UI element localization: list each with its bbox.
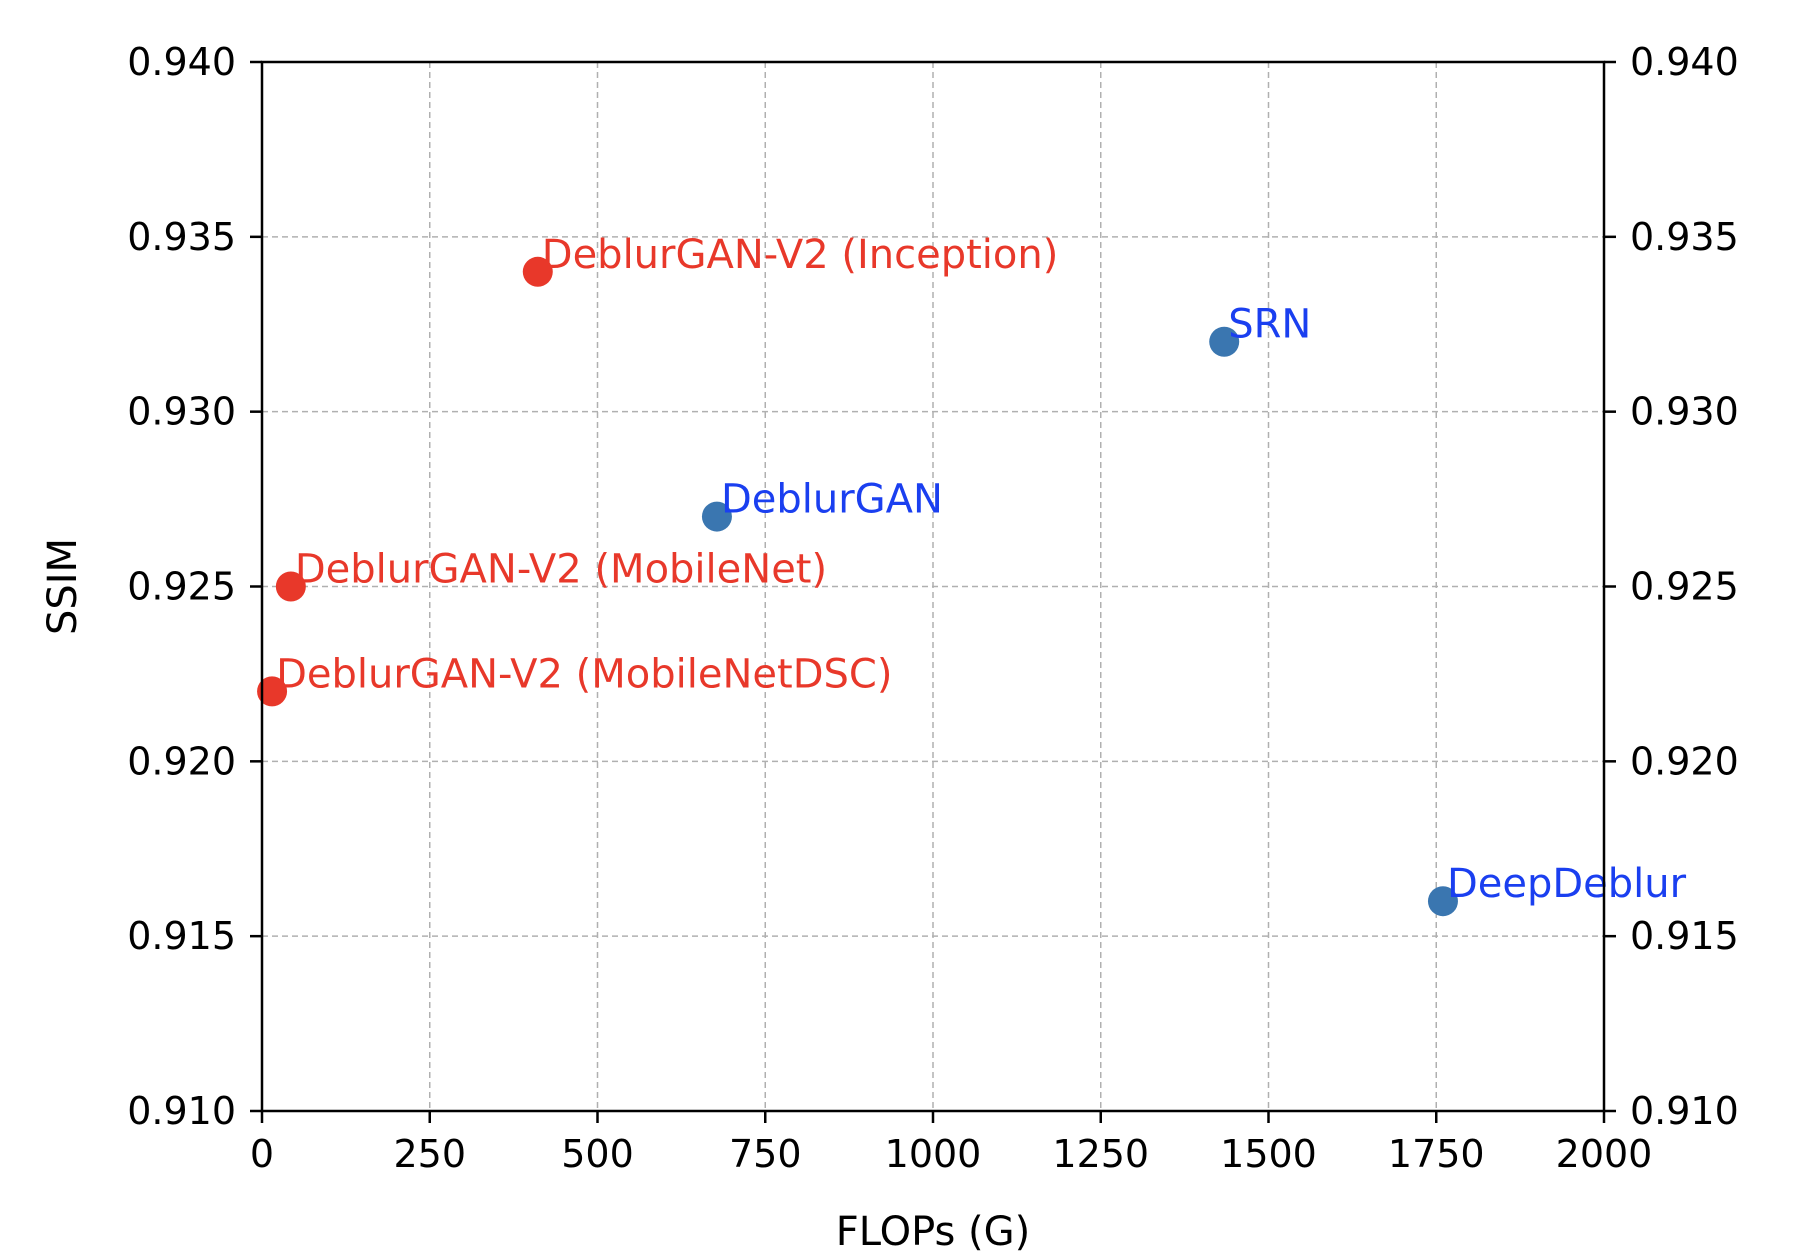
y-tick-label-right-6: 0.940: [1630, 40, 1739, 84]
y-tick-label-left-3: 0.925: [127, 565, 236, 609]
x-tick-label-7: 1750: [1388, 1132, 1485, 1176]
x-tick-label-0: 0: [250, 1132, 274, 1176]
y-tick-label-right-5: 0.935: [1630, 215, 1739, 259]
x-tick-label-5: 1250: [1052, 1132, 1149, 1176]
y-tick-label-right-1: 0.915: [1630, 914, 1739, 958]
y-tick-label-right-0: 0.910: [1630, 1089, 1739, 1133]
data-point-5: [1427, 886, 1458, 917]
y-axis-label: SSIM: [40, 538, 86, 635]
y-tick-label-left-6: 0.940: [127, 40, 236, 84]
data-point-label-5: DeepDeblur: [1447, 861, 1687, 907]
data-point-3: [1209, 326, 1240, 357]
y-tick-label-right-4: 0.930: [1630, 390, 1739, 434]
x-tick-label-8: 2000: [1556, 1132, 1653, 1176]
data-point-1: [275, 571, 306, 602]
x-tick-label-6: 1500: [1220, 1132, 1317, 1176]
y-tick-label-right-2: 0.920: [1630, 739, 1739, 783]
y-tick-label-left-4: 0.930: [127, 390, 236, 434]
data-point-4: [701, 501, 732, 532]
data-points: DeblurGAN-V2 (Inception) DeblurGAN-V2 (Mo…: [257, 232, 1687, 917]
x-tick-label-4: 1000: [885, 1132, 982, 1176]
data-point-label-1: DeblurGAN-V2 (MobileNet): [295, 547, 827, 593]
y-tick-label-left-5: 0.935: [127, 215, 236, 259]
y-tick-label-left-1: 0.915: [127, 914, 236, 958]
x-tick-label-2: 500: [561, 1132, 634, 1176]
x-tick-label-1: 250: [393, 1132, 466, 1176]
data-point-2: [257, 676, 288, 707]
plot-frame: [260, 60, 1606, 1113]
x-axis-ticks: 0 250 500 750 1000 1250 1500 1750 2000: [250, 1111, 1652, 1176]
data-point-label-4: DeblurGAN: [721, 477, 943, 523]
data-point-label-3: SRN: [1228, 302, 1311, 348]
data-point-0: [522, 256, 553, 287]
x-tick-label-3: 750: [729, 1132, 802, 1176]
y-tick-label-right-3: 0.925: [1630, 565, 1739, 609]
y-axis-ticks: 0.910 0.910 0.915 0.915 0.920 0.920 0.925 0.925…: [127, 40, 1739, 1133]
y-tick-label-left-2: 0.920: [127, 739, 236, 783]
x-axis-label: FLOPs (G): [836, 1209, 1031, 1255]
data-point-label-0: DeblurGAN-V2 (Inception): [542, 232, 1059, 278]
data-point-label-2: DeblurGAN-V2 (MobileNetDSC): [276, 651, 892, 697]
y-tick-label-left-0: 0.910: [127, 1089, 236, 1133]
